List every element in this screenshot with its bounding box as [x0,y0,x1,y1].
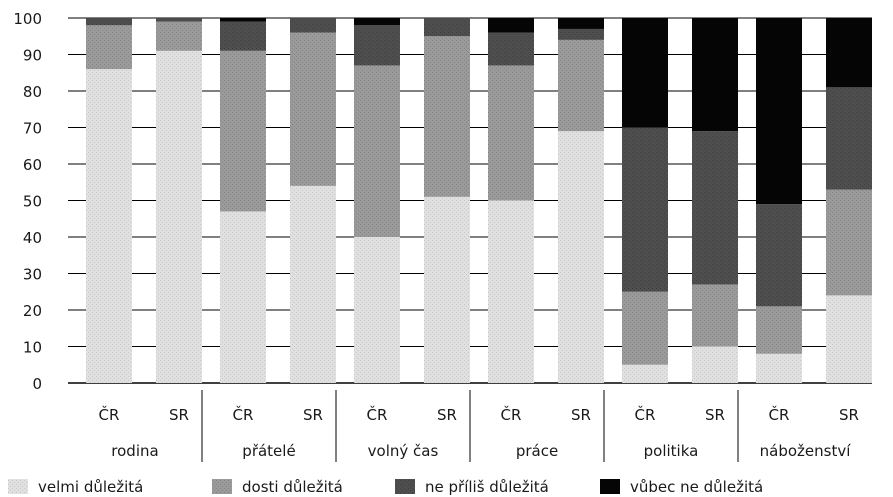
x-subcategory-label: ČR [769,405,790,424]
bar-segment [86,25,132,70]
bar-segment [424,36,470,197]
bar-segment [156,21,202,51]
bar-segment [354,65,400,237]
bar-segment [826,87,872,190]
bar-segment [220,211,266,383]
y-tick-label: 50 [23,193,42,211]
x-subcategory-label: SR [303,406,323,424]
x-subcategory-label: ČR [233,405,254,424]
x-subcategory-label: SR [169,406,189,424]
legend-label: vůbec ne důležitá [630,478,763,496]
bar-segment [622,364,668,383]
legend-label: dosti důležitá [242,478,343,496]
legend-swatch [600,479,620,494]
bar-segment [290,32,336,186]
y-tick-label: 0 [32,375,42,393]
bar-segment [756,353,802,383]
x-group-label: volný čas [368,442,439,460]
bar-segment [826,18,872,88]
legend: velmi důležitá dosti důležitá ne příliš dů… [8,478,763,496]
bar-segment [756,306,802,354]
x-group-label: náboženství [760,442,852,460]
bar-segment [220,50,266,212]
bar-segment [488,18,534,33]
bar-segment [622,18,668,128]
bar-segment [488,65,534,201]
bar-segment [220,21,266,51]
x-group-label: práce [516,442,558,460]
x-group-label: politika [644,442,699,460]
bar-segment [756,204,802,307]
bar-segment [290,185,336,383]
y-tick-label: 60 [23,156,42,174]
bar-segment [424,18,470,37]
y-tick-label: 70 [23,120,42,138]
bar-segment [488,32,534,66]
x-subcategory-label: ČR [367,405,388,424]
y-tick-label: 80 [23,83,42,101]
x-group-label: rodina [111,442,158,460]
y-tick-label: 30 [23,266,42,284]
bar-segment [558,18,604,29]
y-tick-label: 10 [23,339,42,357]
y-tick-label: 20 [23,302,42,320]
bar-segment [622,291,668,365]
y-tick-label: 40 [23,229,42,247]
legend-swatch [395,479,415,494]
bar-segment [156,18,202,22]
bar-segment [558,131,604,383]
bar-segment [692,131,738,285]
bar-segment [156,50,202,383]
bar-segment [622,127,668,292]
bar-segment [86,69,132,383]
bar-segment [558,39,604,132]
x-axis: ČR SR rodina ČR SR přátelé ČR SR volný čas ČR SR pr… [99,390,859,462]
x-subcategory-label: SR [705,406,725,424]
bar-segment [488,200,534,383]
bar-segment [354,237,400,383]
x-subcategory-label: ČR [635,405,656,424]
x-group-label: přátelé [242,442,295,460]
bar-segment [692,346,738,383]
bar-segment [424,196,470,383]
bar-segment [290,18,336,33]
x-subcategory-label: ČR [99,405,120,424]
bar-segment [220,18,266,22]
x-subcategory-label: SR [437,406,457,424]
legend-label: velmi důležitá [38,478,143,496]
bar-segment [354,18,400,26]
bar-segment [692,18,738,132]
legend-swatch [8,479,28,494]
legend-swatch [212,479,232,494]
legend-label: ne příliš důležitá [425,478,549,496]
y-tick-label: 90 [23,47,42,65]
bar-segment [558,28,604,40]
bar-segment [756,18,802,205]
bar-segment [692,284,738,347]
x-subcategory-label: SR [839,406,859,424]
y-axis: 0 10 20 30 40 50 60 70 80 90 100 [13,10,42,393]
x-subcategory-label: ČR [501,405,522,424]
bars [86,18,872,383]
x-subcategory-label: SR [571,406,591,424]
bar-segment [826,189,872,296]
bar-segment [354,25,400,66]
y-tick-label: 100 [13,10,42,28]
bar-segment [86,18,132,26]
bar-segment [826,295,872,383]
